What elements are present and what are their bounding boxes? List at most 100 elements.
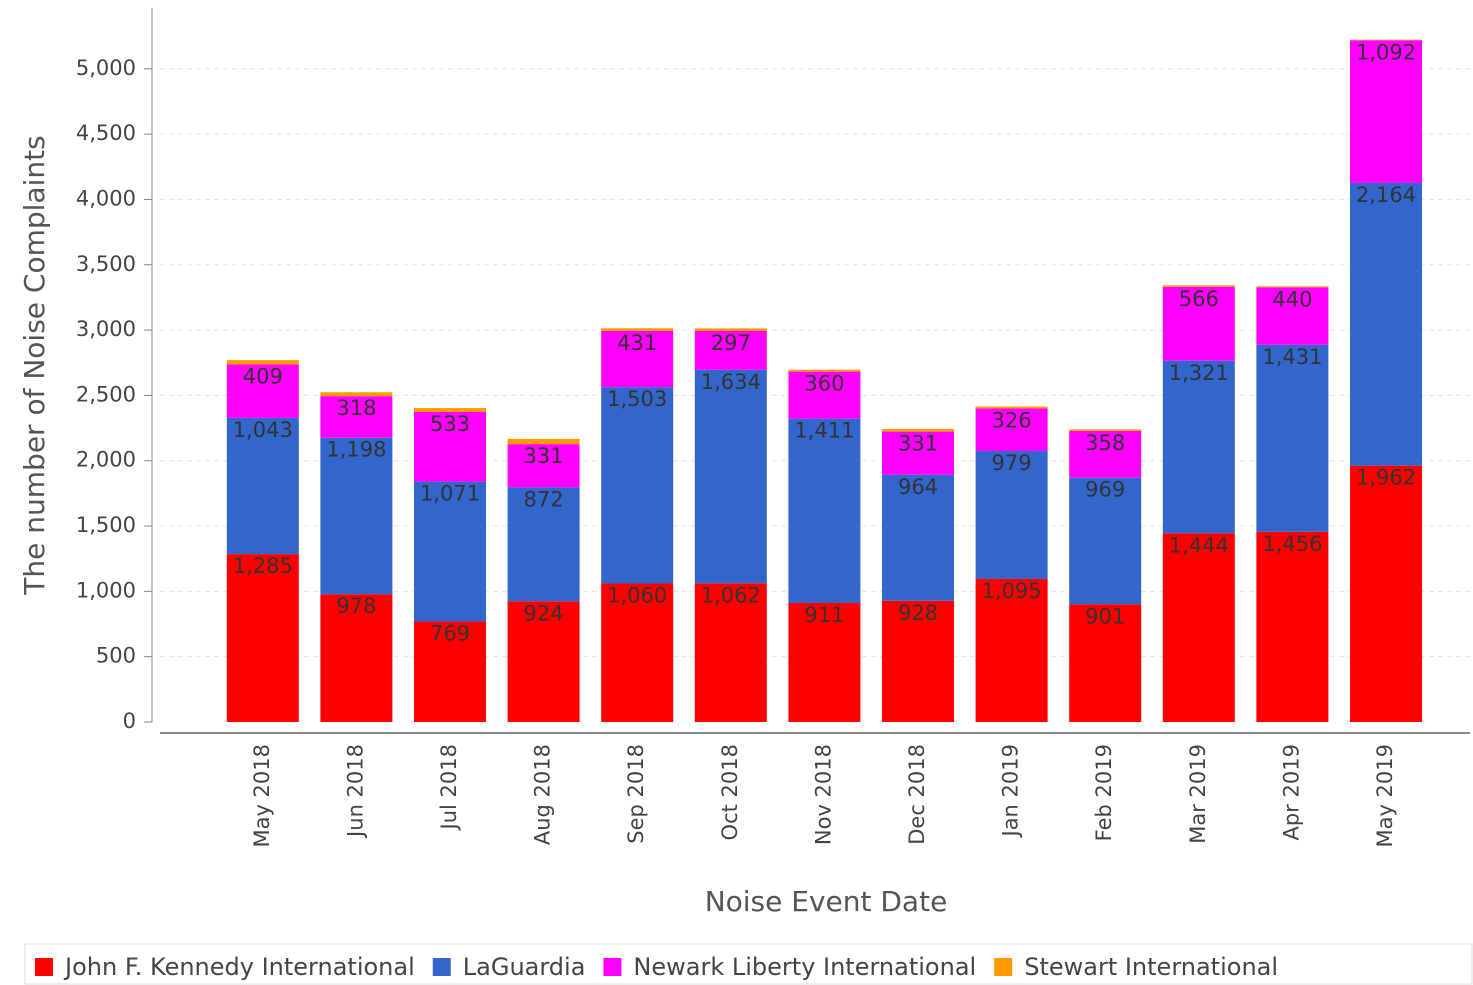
x-tick-label: Jun 2018 (343, 744, 367, 839)
data-label: 1,060 (607, 584, 667, 608)
data-label: 1,431 (1262, 345, 1322, 369)
x-tick-label: Oct 2018 (718, 744, 742, 840)
bar-segment (1162, 533, 1235, 722)
bar-segment (226, 417, 299, 555)
legend-box (24, 943, 1473, 985)
bar-segment (1256, 287, 1329, 345)
bar-segment (414, 481, 486, 622)
x-tick-label: May 2018 (250, 744, 274, 848)
data-label: 1,962 (1356, 466, 1416, 490)
data-label: 297 (711, 331, 751, 355)
data-label: 901 (1085, 604, 1125, 628)
bar-segment (1069, 604, 1142, 722)
y-tick-label: 2,000 (76, 448, 136, 472)
bar-segment (601, 583, 674, 722)
data-label: 928 (898, 601, 938, 625)
data-label: 318 (336, 396, 376, 420)
bar-segment (788, 371, 861, 419)
data-label: 1,503 (607, 387, 667, 411)
bar-segment (507, 438, 580, 445)
data-label: 360 (804, 372, 844, 396)
data-label: 1,043 (233, 418, 293, 442)
data-label: 326 (992, 408, 1032, 432)
bar-segment (1256, 344, 1329, 532)
bar-segment (1162, 285, 1235, 287)
bar-segment (788, 369, 861, 372)
bar-segment (601, 328, 674, 331)
bar-segment (1256, 286, 1329, 288)
bar-segment (507, 601, 580, 722)
bar-segment (788, 602, 861, 722)
bar-segment (1256, 531, 1329, 722)
x-tick-label: Dec 2018 (905, 744, 929, 845)
x-tick-label: Aug 2018 (531, 744, 555, 845)
data-label: 1,456 (1262, 532, 1322, 556)
data-label: 331 (898, 432, 938, 456)
data-label: 566 (1179, 287, 1219, 311)
bar-segment (882, 600, 954, 722)
legend-label: John F. Kennedy International (63, 953, 415, 981)
legend-swatch (35, 958, 53, 976)
bar-segment (882, 428, 954, 432)
x-tick-label: Feb 2019 (1092, 744, 1116, 841)
bar-segment (694, 583, 767, 722)
y-tick-label: 2,500 (76, 382, 136, 406)
data-label: 964 (898, 475, 938, 499)
data-label: 440 (1272, 287, 1312, 311)
legend-label: LaGuardia (463, 953, 586, 981)
data-label: 1,634 (701, 370, 761, 394)
bar-segment (975, 451, 1048, 579)
data-label: 1,411 (794, 419, 854, 443)
data-label: 769 (430, 622, 470, 646)
data-label: 1,095 (982, 579, 1042, 603)
bar-segment (1162, 360, 1235, 534)
data-label: 1,092 (1356, 40, 1416, 64)
bar-segment (320, 437, 393, 595)
x-tick-label: Jan 2019 (999, 744, 1023, 839)
bar-segment (507, 487, 580, 602)
data-label: 1,062 (701, 583, 761, 607)
data-label: 2,164 (1356, 183, 1416, 207)
bar-segment (320, 392, 393, 397)
x-tick-label: Mar 2019 (1186, 744, 1210, 844)
x-tick-label: Nov 2018 (811, 744, 835, 845)
bar-segment (601, 387, 674, 584)
data-label: 409 (243, 364, 283, 388)
data-label: 979 (992, 451, 1032, 475)
bar-segment (414, 408, 486, 412)
y-tick-label: 3,000 (76, 317, 136, 341)
x-tick-label: May 2019 (1373, 744, 1397, 848)
data-label: 1,071 (420, 482, 480, 506)
bar-segment (694, 328, 767, 331)
x-tick-label: Apr 2019 (1279, 744, 1303, 840)
bar-segment (975, 406, 1048, 409)
bar-segment (320, 396, 393, 438)
data-label: 1,321 (1169, 361, 1229, 385)
data-label: 969 (1085, 478, 1125, 502)
data-label: 924 (524, 601, 564, 625)
bar-segment (320, 594, 393, 722)
bar-segment (1069, 429, 1142, 431)
bar-segment (226, 364, 299, 418)
y-tick-label: 3,500 (76, 252, 136, 276)
bar-segment (507, 444, 580, 488)
data-label: 978 (336, 594, 376, 618)
data-label: 358 (1085, 431, 1125, 455)
bar-segment (226, 554, 299, 722)
bar-segment (694, 369, 767, 584)
y-tick-label: 500 (96, 644, 136, 668)
bar-segment (882, 431, 954, 475)
x-tick-label: Sep 2018 (624, 744, 648, 844)
legend-label: Newark Liberty International (633, 953, 976, 981)
data-label: 533 (430, 412, 470, 436)
bar-segment (414, 621, 486, 722)
legend-swatch (994, 958, 1013, 976)
data-label: 1,285 (233, 554, 293, 578)
bar-segment (1162, 286, 1235, 361)
x-tick-label: Jul 2018 (437, 744, 461, 831)
data-label: 331 (524, 444, 564, 468)
bar-segment (882, 474, 954, 601)
y-tick-label: 4,000 (76, 186, 136, 210)
data-label: 911 (804, 603, 844, 627)
